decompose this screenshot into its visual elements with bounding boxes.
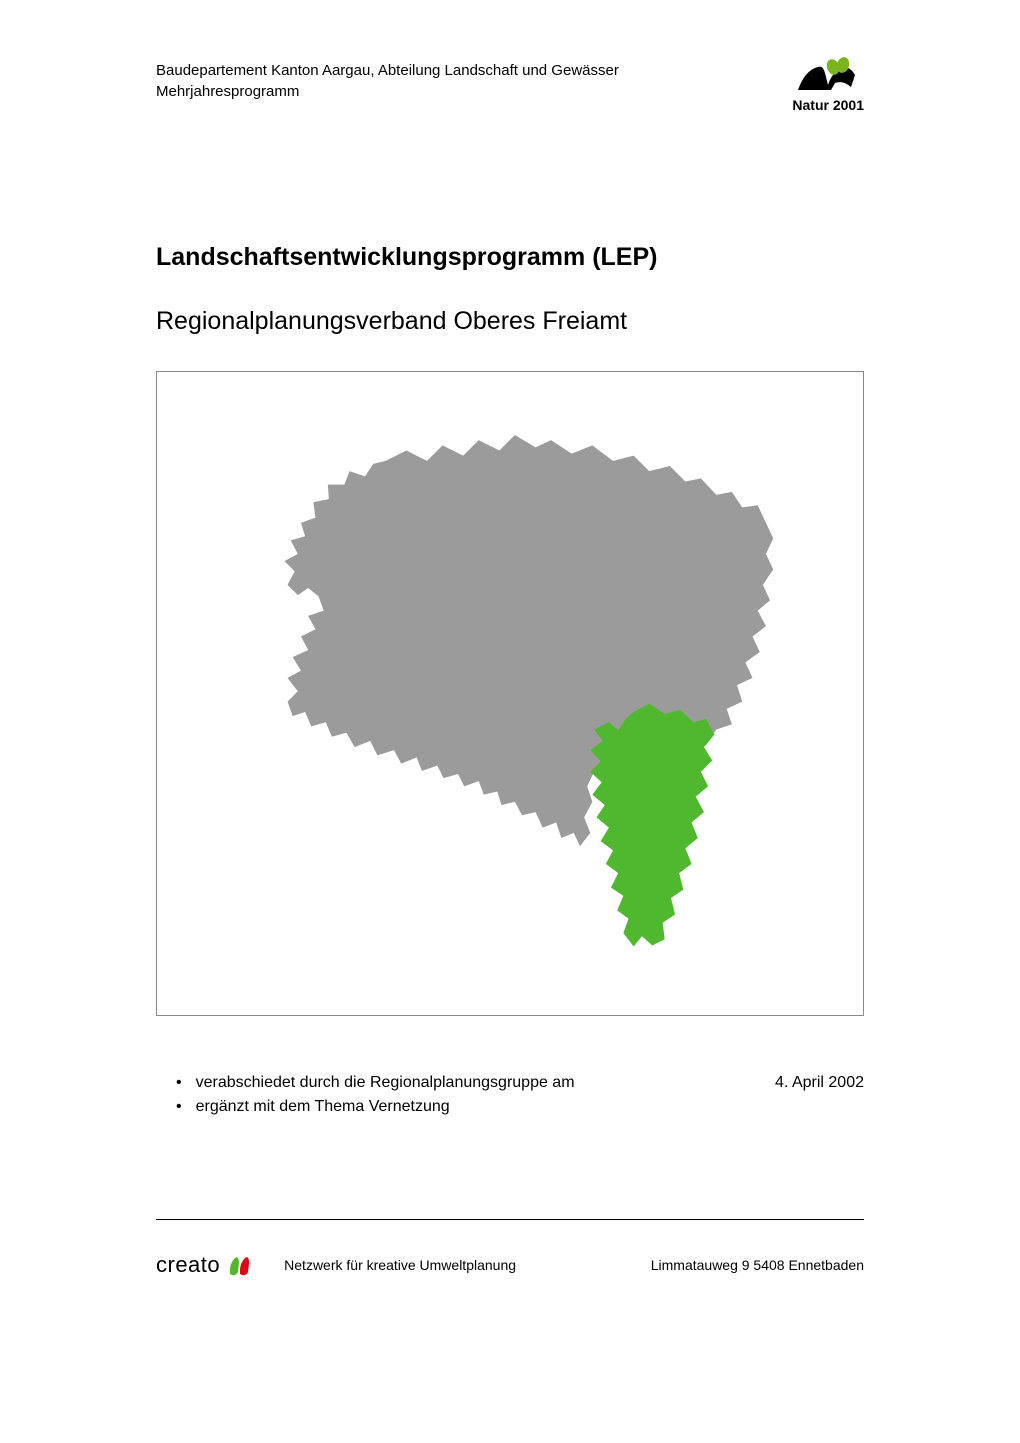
bullet-item: • ergänzt mit dem Thema Vernetzung bbox=[156, 1095, 864, 1119]
natur-logo-icon bbox=[793, 55, 863, 95]
page-footer: creato Netzwerk für kreative Umweltplanu… bbox=[156, 1250, 864, 1280]
page-title: Landschaftsentwicklungsprogramm (LEP) bbox=[156, 243, 864, 272]
header-line1: Baudepartement Kanton Aargau, Abteilung … bbox=[156, 60, 619, 81]
creato-logo-icon bbox=[224, 1250, 254, 1280]
bullet-text: verabschiedet durch die Regionalplanungs… bbox=[196, 1071, 775, 1095]
header-department: Baudepartement Kanton Aargau, Abteilung … bbox=[156, 60, 619, 102]
bullet-text: ergänzt mit dem Thema Vernetzung bbox=[196, 1095, 864, 1119]
footer-text-1: Netzwerk für kreative Umweltplanung bbox=[284, 1257, 516, 1273]
creato-logo: creato bbox=[156, 1250, 254, 1280]
footer-text-2: Limmatauweg 9 5408 Ennetbaden bbox=[651, 1257, 864, 1273]
header-line2: Mehrjahresprogramm bbox=[156, 81, 619, 102]
page-subtitle: Regionalplanungsverband Oberes Freiamt bbox=[156, 307, 864, 336]
bullet-item: • verabschiedet durch die Regionalplanun… bbox=[156, 1071, 864, 1095]
map-container bbox=[156, 371, 864, 1016]
creato-logo-text: creato bbox=[156, 1252, 220, 1278]
canton-map bbox=[192, 404, 827, 983]
bullet-marker: • bbox=[176, 1071, 182, 1095]
bullet-marker: • bbox=[176, 1095, 182, 1119]
bullet-date: 4. April 2002 bbox=[775, 1071, 864, 1095]
natur-logo-text: Natur 2001 bbox=[792, 97, 864, 113]
bullet-list: • verabschiedet durch die Regionalplanun… bbox=[156, 1071, 864, 1119]
page-header: Baudepartement Kanton Aargau, Abteilung … bbox=[156, 60, 864, 113]
region-shape bbox=[591, 704, 715, 947]
natur-logo: Natur 2001 bbox=[792, 55, 864, 113]
footer-divider bbox=[156, 1219, 864, 1220]
